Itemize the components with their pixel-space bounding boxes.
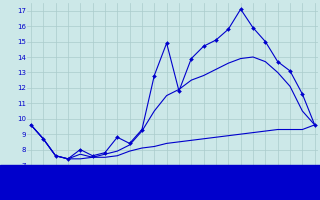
X-axis label: Graphe des températures (°c): Graphe des températures (°c) [97,172,249,182]
